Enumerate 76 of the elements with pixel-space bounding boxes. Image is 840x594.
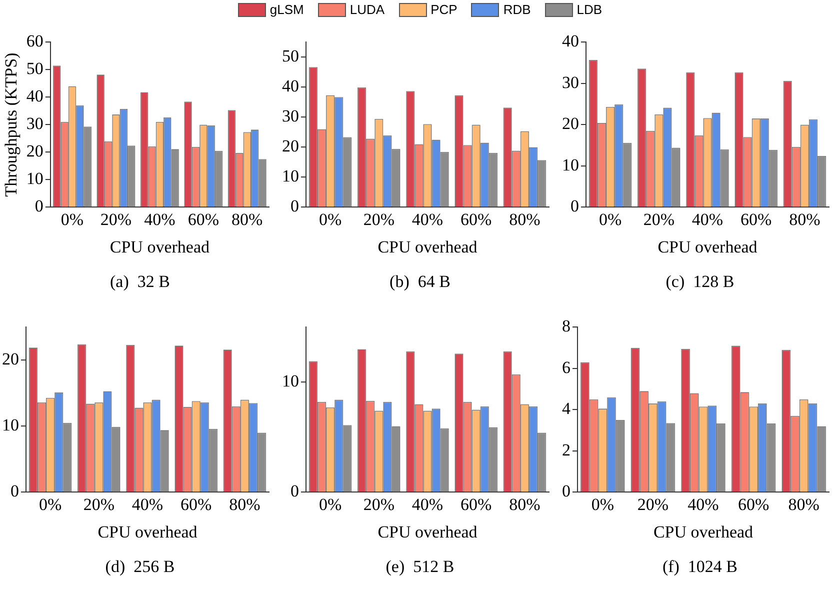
x-tick-label: 80% — [509, 210, 540, 229]
text: (d) 256 B — [104, 557, 176, 577]
x-tick-label: 0% — [318, 210, 342, 229]
y-tick-label: 30 — [26, 114, 44, 134]
x-tick-label: 20% — [83, 494, 114, 514]
text: (e) 512 B — [384, 557, 456, 577]
x-tick-label: 40% — [412, 494, 444, 514]
x-tick-label: 60% — [460, 494, 492, 514]
y-tick-label: 30 — [562, 72, 579, 92]
y-tick-label: 10 — [282, 372, 299, 391]
x-axis-title: CPU overhead — [378, 237, 478, 256]
x-tick-label: 20% — [363, 210, 394, 229]
x-tick-label: 20% — [643, 210, 674, 229]
text: (f) 1024 B — [661, 557, 739, 577]
x-tick-label: 0% — [60, 210, 84, 229]
y-tick-label: 10 — [282, 166, 299, 186]
y-tick-label: 8 — [562, 316, 570, 336]
x-axis-title: CPU overhead — [658, 237, 758, 256]
y-tick-label: 2 — [562, 440, 570, 460]
y-tick-label: 40 — [26, 86, 44, 106]
legend-label: LDB — [576, 2, 602, 17]
x-tick-label: 20% — [637, 494, 669, 514]
y-tick-label: 0 — [290, 482, 299, 501]
x-axis-title: CPU overhead — [653, 522, 754, 542]
y-tick-label: 20 — [562, 114, 579, 134]
y-tick-label: 0 — [10, 482, 19, 501]
y-tick-label: 10 — [2, 416, 19, 435]
x-axis-title: CPU overhead — [378, 522, 478, 542]
x-tick-label: 60% — [180, 494, 212, 514]
x-tick-label: 60% — [188, 210, 220, 229]
y-tick-label: 0 — [562, 482, 570, 501]
y-tick-label: 50 — [282, 46, 299, 66]
x-tick-label: 40% — [412, 210, 444, 229]
y-tick-label: 10 — [26, 169, 44, 188]
text: (b) 64 B — [388, 272, 452, 292]
legend-label: gLSM — [270, 2, 304, 17]
x-tick-label: 0% — [598, 210, 622, 229]
x-tick-label: 40% — [144, 210, 176, 229]
x-axis-title: CPU overhead — [98, 522, 198, 542]
text: (a) 32 B — [109, 272, 171, 292]
x-tick-label: 0% — [591, 494, 614, 514]
x-tick-label: 40% — [132, 494, 164, 514]
x-tick-label: 20% — [363, 494, 394, 514]
x-tick-label: 80% — [232, 210, 263, 229]
x-tick-label: 40% — [688, 494, 719, 514]
y-tick-label: 10 — [562, 155, 579, 174]
x-tick-label: 80% — [509, 494, 540, 514]
legend-label: PCP — [430, 2, 458, 17]
x-tick-label: 60% — [738, 494, 770, 514]
y-tick-label: 40 — [562, 32, 579, 51]
x-tick-label: 60% — [460, 210, 492, 229]
y-tick-label: 50 — [26, 59, 44, 78]
legend-label: RDB — [503, 2, 531, 17]
y-tick-label: 20 — [2, 350, 19, 369]
x-tick-label: 0% — [318, 494, 342, 514]
y-tick-label: 4 — [562, 399, 571, 418]
y-tick-label: 0 — [290, 196, 299, 216]
y-tick-label: 20 — [282, 136, 299, 156]
x-tick-label: 80% — [229, 494, 260, 514]
x-tick-label: 80% — [789, 210, 820, 229]
x-tick-label: 60% — [740, 210, 772, 229]
y-tick-label: 40 — [282, 76, 299, 96]
legend-label: LUDA — [350, 2, 385, 17]
x-tick-label: 0% — [38, 494, 62, 514]
y-tick-label: 0 — [570, 196, 579, 216]
y-tick-label: 60 — [26, 32, 44, 51]
y-axis-title: Throughputs (KTPS) — [2, 52, 21, 197]
y-tick-label: 30 — [282, 106, 299, 126]
x-tick-label: 80% — [788, 494, 820, 514]
y-tick-label: 0 — [34, 196, 44, 216]
y-tick-label: 6 — [562, 358, 570, 377]
x-tick-label: 40% — [692, 210, 724, 229]
x-tick-label: 20% — [100, 210, 132, 229]
x-axis-title: CPU overhead — [110, 237, 210, 256]
y-tick-label: 20 — [26, 142, 44, 161]
text: (c) 128 B — [664, 272, 736, 292]
